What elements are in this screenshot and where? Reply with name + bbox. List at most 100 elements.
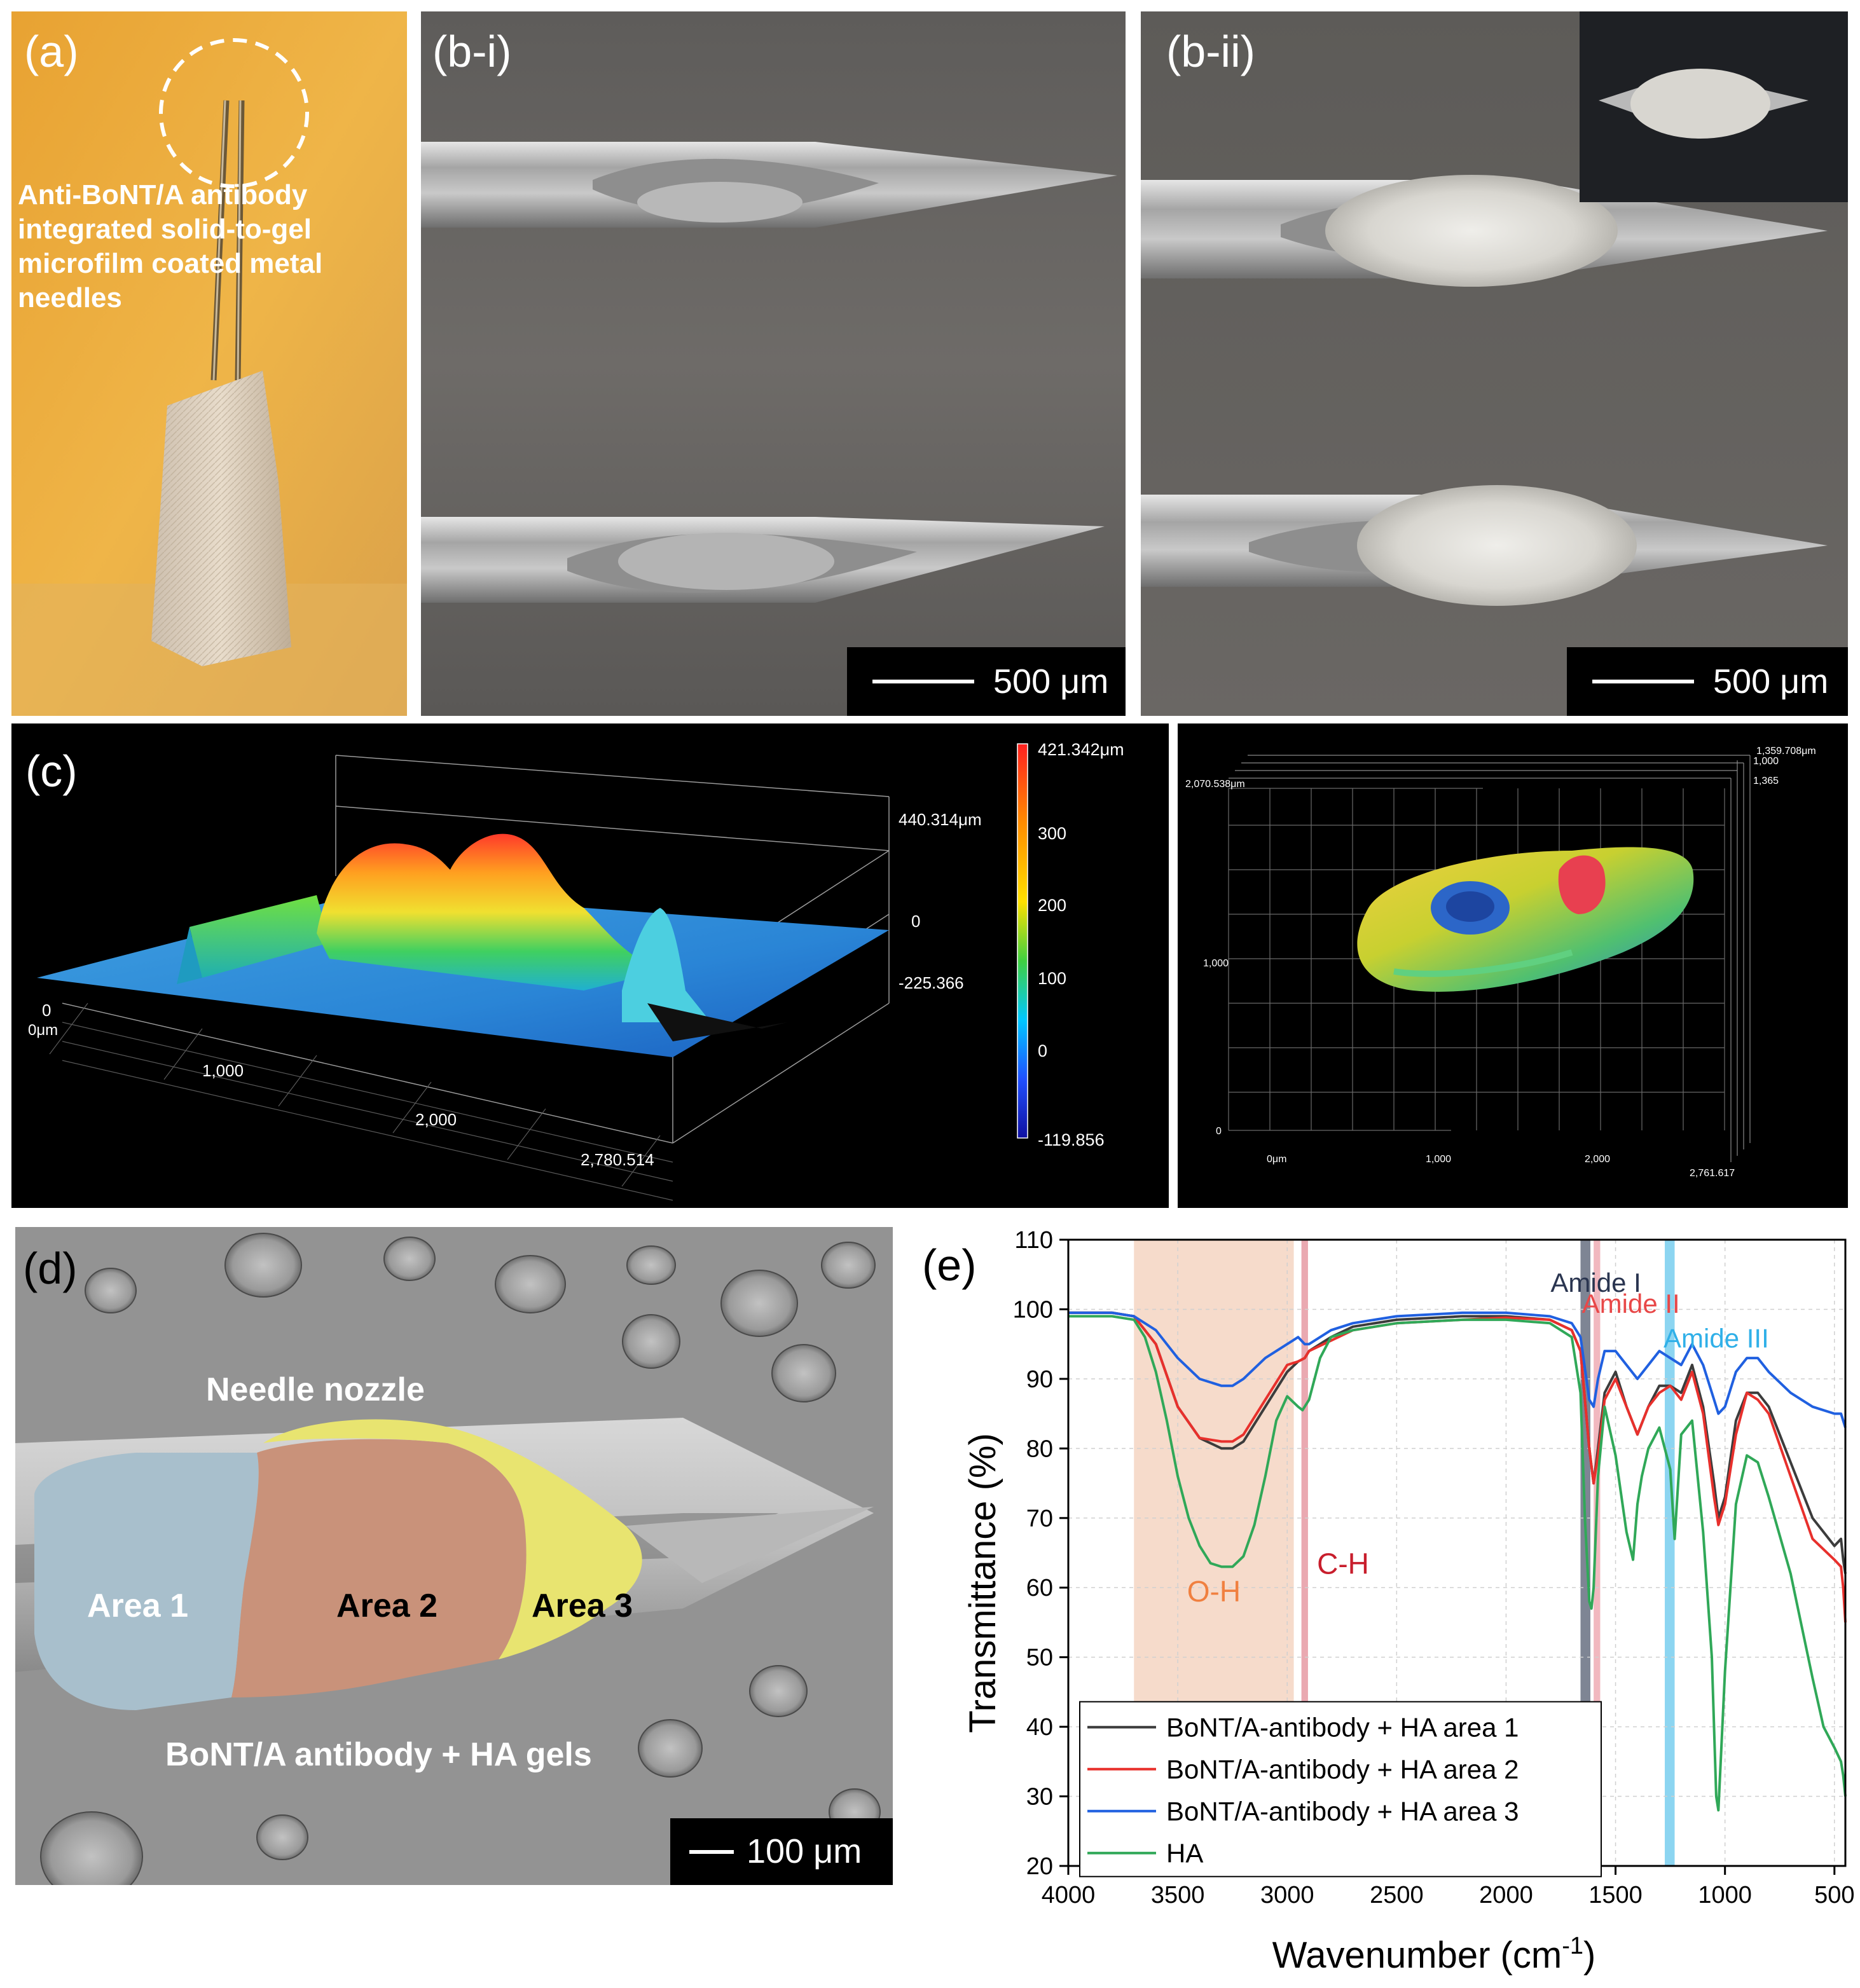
y-tick-label: 40 xyxy=(1026,1714,1053,1741)
panel-bii-photo: (b-ii) 500 μm xyxy=(1141,11,1848,716)
scale-bar-label: 100 μm xyxy=(747,1832,862,1870)
area-3-region xyxy=(263,1419,642,1659)
area-1-label: Area 1 xyxy=(87,1587,188,1624)
x-tick-label: 2,000 xyxy=(415,1110,457,1129)
band-label: Amide I xyxy=(1550,1268,1641,1298)
coated-needles-image xyxy=(1141,11,1848,716)
panel-a-label: (a) xyxy=(24,27,79,76)
origin-zero-label: 0 xyxy=(42,1001,51,1020)
legend-label: BoNT/A-antibody + HA area 3 xyxy=(1166,1797,1519,1827)
band-label: Amide II xyxy=(1582,1289,1680,1319)
topview-profile-plot: 1,359.708μm 1,000 1,365 2,070.538μm 1,00… xyxy=(1185,746,1816,1179)
area-3-label: Area 3 xyxy=(532,1587,633,1624)
absorption-band xyxy=(1665,1240,1675,1866)
band-label: O-H xyxy=(1187,1575,1241,1608)
y-tick-label: 30 xyxy=(1026,1784,1053,1811)
y-tick-label: 70 xyxy=(1026,1505,1053,1532)
z-axis-min-label: -225.366 xyxy=(899,973,964,992)
absorption-band xyxy=(1301,1240,1308,1866)
y-tick-label: 60 xyxy=(1026,1575,1053,1601)
x-tick-label: 2000 xyxy=(1479,1882,1533,1909)
colorbar-min-label: -119.856 xyxy=(1038,1130,1105,1149)
needle-nozzle-label: Needle nozzle xyxy=(206,1371,425,1408)
x-tick-label: 1500 xyxy=(1588,1882,1643,1909)
x-tick-label: 3000 xyxy=(1260,1882,1314,1909)
uncoated-needles-image xyxy=(421,11,1126,716)
y-axis-top-label: 2,070.538μm xyxy=(1185,779,1245,790)
band-label: C-H xyxy=(1317,1547,1369,1580)
panel-d-sem-image: (d) Needle nozzle Area 1 Area 2 Area 3 B… xyxy=(15,1227,893,1885)
y-tick-label: 90 xyxy=(1026,1366,1053,1393)
panel-a-photo: (a) Anti-BoNT/A antibody integrated soli… xyxy=(11,11,407,716)
y-axis-title: Transmittance (%) xyxy=(962,1433,1003,1733)
z-axis-zero-label: 0 xyxy=(911,912,920,931)
y-tick-label: 100 xyxy=(1013,1296,1053,1323)
floor-grid xyxy=(49,1003,673,1201)
sem-needle-image xyxy=(15,1227,893,1885)
y-tick-label: 80 xyxy=(1026,1436,1053,1462)
legend-label: HA xyxy=(1166,1839,1203,1868)
x-axis-label: 2,761.617 xyxy=(1690,1168,1735,1179)
area-2-label: Area 2 xyxy=(336,1587,437,1624)
scale-bar-label: 500 μm xyxy=(993,662,1109,701)
x-tick-label: 4000 xyxy=(1042,1882,1096,1909)
absorption-band xyxy=(1594,1240,1601,1866)
top-axis-label: 1,365 xyxy=(1753,776,1779,786)
series-line xyxy=(1068,1315,1847,1812)
caption-line: Anti-BoNT/A antibody xyxy=(18,179,308,210)
colorbar xyxy=(1017,743,1028,1139)
x-tick-label: 2,780.514 xyxy=(581,1150,654,1169)
x-tick-label: 3500 xyxy=(1151,1882,1205,1909)
scale-bar: 500 μm xyxy=(1567,647,1848,716)
gel-label: BoNT/A antibody + HA gels xyxy=(165,1736,592,1773)
y-tick-label: 20 xyxy=(1026,1853,1053,1880)
x-tick-label: 2500 xyxy=(1370,1882,1424,1909)
panel-c-label: (c) xyxy=(25,746,78,796)
ftir-spectrum-plot: 4000 3500 3000 2500 2000 1500 1000 500 20 30 40 50 6… xyxy=(962,1227,1854,1976)
caption-line: microfilm coated metal xyxy=(18,248,323,279)
scale-bar-line xyxy=(689,1850,734,1854)
scale-bar-label: 500 μm xyxy=(1713,662,1829,701)
panel-c-3d-profile: 440.314μm 0 -225.366 0 0μm 1,000 2,000 2… xyxy=(11,723,1169,1208)
x-tick-label: 500 xyxy=(1814,1882,1854,1909)
colorbar-tick-label: 100 xyxy=(1038,969,1066,988)
legend-label: BoNT/A-antibody + HA area 2 xyxy=(1166,1755,1519,1785)
colorbar-tick-label: 0 xyxy=(1038,1041,1047,1060)
caption-line: needles xyxy=(18,282,122,313)
origin-um-label: 0μm xyxy=(28,1022,58,1039)
band-label: Amide III xyxy=(1664,1324,1769,1354)
top-axis-label: 1,359.708μm xyxy=(1756,746,1816,757)
panel-a-caption: Anti-BoNT/A antibody integrated solid-to… xyxy=(18,178,406,315)
scale-bar: 500 μm xyxy=(847,647,1126,716)
panel-e-ftir-chart: (e) 4000 3500 3000 2500 2000 1500 1000 500 20 30 4… xyxy=(903,1224,1860,1987)
area-2-region xyxy=(231,1439,527,1697)
x-tick-label: 1,000 xyxy=(202,1061,244,1080)
x-tick-label: 1000 xyxy=(1698,1882,1752,1909)
x-axis-title: Wavenumber (cm-1) xyxy=(1272,1933,1596,1976)
colorbar-tick-label: 300 xyxy=(1038,824,1066,843)
y-tick-label: 50 xyxy=(1026,1645,1053,1671)
highlight-circle xyxy=(159,38,309,188)
z-axis-top-label: 440.314μm xyxy=(899,810,982,829)
surface-profile-plot: 440.314μm 0 -225.366 0 0μm 1,000 2,000 2… xyxy=(28,740,1124,1201)
x-axis-label: 2,000 xyxy=(1585,1154,1610,1165)
legend-label: BoNT/A-antibody + HA area 1 xyxy=(1166,1713,1519,1743)
colorbar-max-label: 421.342μm xyxy=(1038,740,1124,759)
y-axis-mid-label: 1,000 xyxy=(1203,958,1229,969)
panel-bi-label: (b-i) xyxy=(432,27,512,76)
scale-bar: 100 μm xyxy=(670,1818,893,1885)
panel-e-label: (e) xyxy=(922,1240,977,1290)
panel-c-topview: 1,359.708μm 1,000 1,365 2,070.538μm 1,00… xyxy=(1178,723,1848,1208)
caption-line: integrated solid-to-gel xyxy=(18,214,312,245)
panel-bii-label: (b-ii) xyxy=(1166,27,1255,76)
colorbar-tick-label: 200 xyxy=(1038,896,1066,915)
top-axis-label: 1,000 xyxy=(1753,756,1779,767)
x-axis-label: 1,000 xyxy=(1426,1154,1451,1165)
series-line xyxy=(1068,1311,1847,1429)
area-1-region xyxy=(34,1453,259,1710)
scale-bar-line xyxy=(872,680,974,683)
y-axis-zero-label: 0 xyxy=(1216,1126,1222,1137)
panel-bi-photo: (b-i) 500 μm xyxy=(421,11,1126,716)
legend-box xyxy=(1079,1701,1602,1877)
x-axis-label: 0μm xyxy=(1267,1154,1286,1165)
